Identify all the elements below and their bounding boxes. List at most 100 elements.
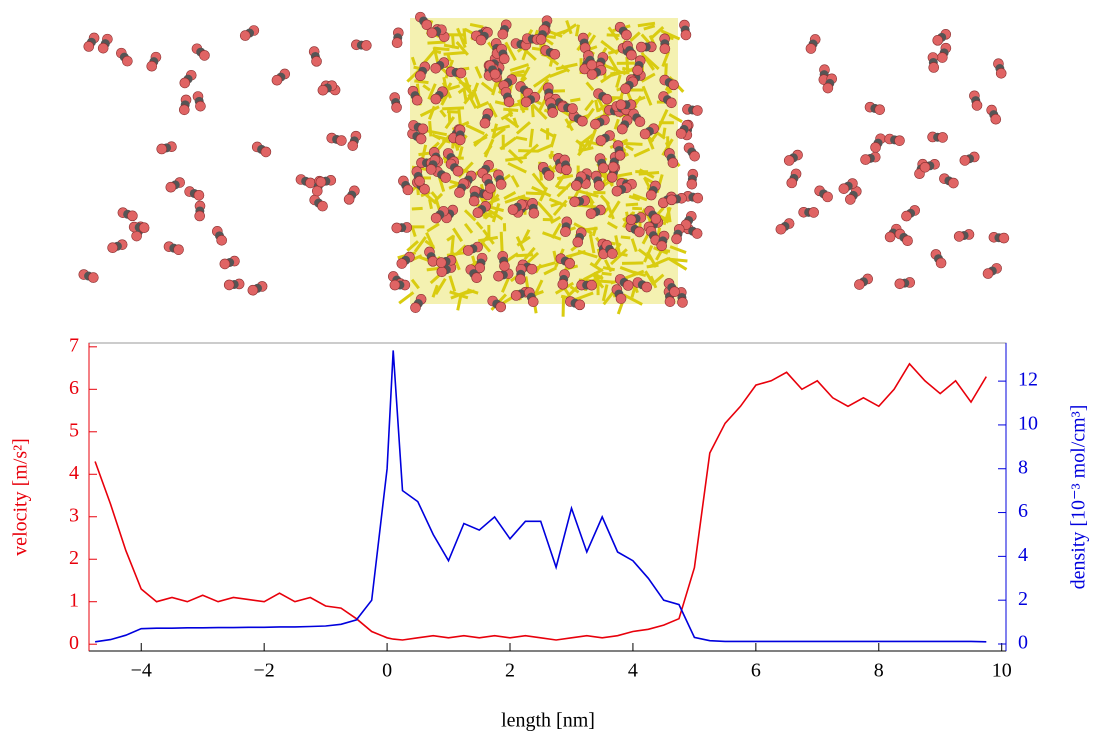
framework-bond [628,194,641,202]
oxygen [146,60,158,72]
framework-bond [467,93,478,109]
oxygen [193,189,205,201]
framework-bond [549,150,554,160]
y-tick-label: 7 [69,334,79,356]
oxygen [440,172,451,183]
framework-bond [482,229,495,245]
y-tick-label: 6 [69,377,79,399]
oxygen [982,268,994,279]
framework-bond [518,149,539,153]
oxygen [574,299,586,311]
oxygen [495,179,507,190]
framework-bond [414,79,429,85]
oxygen [402,184,414,196]
oxygen [336,135,347,146]
oxygen [194,210,206,222]
framework-bond [638,171,660,176]
framework-bond [607,26,620,41]
x-tick-label: 10 [992,660,1012,682]
oxygen [107,242,118,254]
framework-bond [430,191,439,200]
framework-bond [507,149,524,165]
framework-bond [473,135,488,145]
framework-bond [428,120,433,137]
framework-bond [444,116,456,130]
oxygen [415,133,427,145]
framework-bond [610,70,625,76]
framework-bond [630,238,638,252]
framework-bond [643,24,656,31]
framework-bond [450,289,471,300]
oxygen [414,175,425,187]
x-tick-label: 8 [874,660,884,682]
framework-bond [601,284,609,302]
framework-bond [669,245,687,254]
oxygen [391,37,403,49]
framework-bond [428,198,433,210]
framework-bond [509,63,530,73]
oxygen [874,104,886,115]
oxygen [632,65,643,76]
x-tick-label: −4 [131,660,152,682]
oxygen [239,30,251,41]
oxygen [666,194,677,206]
framework-bond [517,195,531,201]
framework-bond [483,138,495,158]
framework-bond [500,111,514,121]
oxygen [526,263,538,275]
framework-bond [530,104,535,118]
oxygen [822,82,834,94]
oxygen [932,35,944,46]
oxygen [547,107,559,118]
oxygen [436,266,448,278]
oxygen [606,172,618,183]
oxygen [435,257,447,268]
oxygen [615,293,627,304]
y2-tick-label: 6 [1018,500,1028,522]
framework-bond [434,192,444,202]
oxygen [611,185,623,197]
framework-bond [625,56,630,75]
oxygen [854,279,865,290]
oxygen [659,43,671,55]
framework-bond [426,129,448,137]
oxygen [928,62,940,73]
framework-bond [640,51,655,71]
oxygen [572,236,584,248]
oxygen [680,29,692,41]
oxygen [622,280,634,291]
framework-bond [491,202,501,223]
framework-bond [442,106,465,111]
framework-bond [431,284,439,298]
framework-bond [406,240,419,252]
framework-bond [448,275,457,292]
oxygen [598,162,609,174]
framework-bond [463,222,474,234]
oxygen [471,272,482,284]
framework-bond [536,201,554,220]
oxygen [935,257,947,269]
framework-bond [422,84,431,92]
framework-bond [650,26,665,40]
framework-bond [577,249,598,259]
oxygen [452,165,464,177]
framework-bond [522,229,531,241]
framework-bond [537,143,553,153]
framework-bond [471,89,481,107]
framework-bond [515,121,531,135]
oxygen [621,29,632,41]
oxygen [692,105,703,116]
oxygen [497,28,509,40]
framework-bond [622,293,643,306]
framework-bond [503,107,519,113]
oxygen [165,181,177,193]
framework-bond [413,236,427,253]
framework-bond [556,181,573,198]
oxygen [472,207,484,219]
oxygen [577,115,588,127]
oxygen [127,210,138,222]
framework-bond [606,221,618,230]
x-tick-label: 4 [628,660,638,682]
oxygen [528,207,540,219]
oxygen [426,27,438,39]
